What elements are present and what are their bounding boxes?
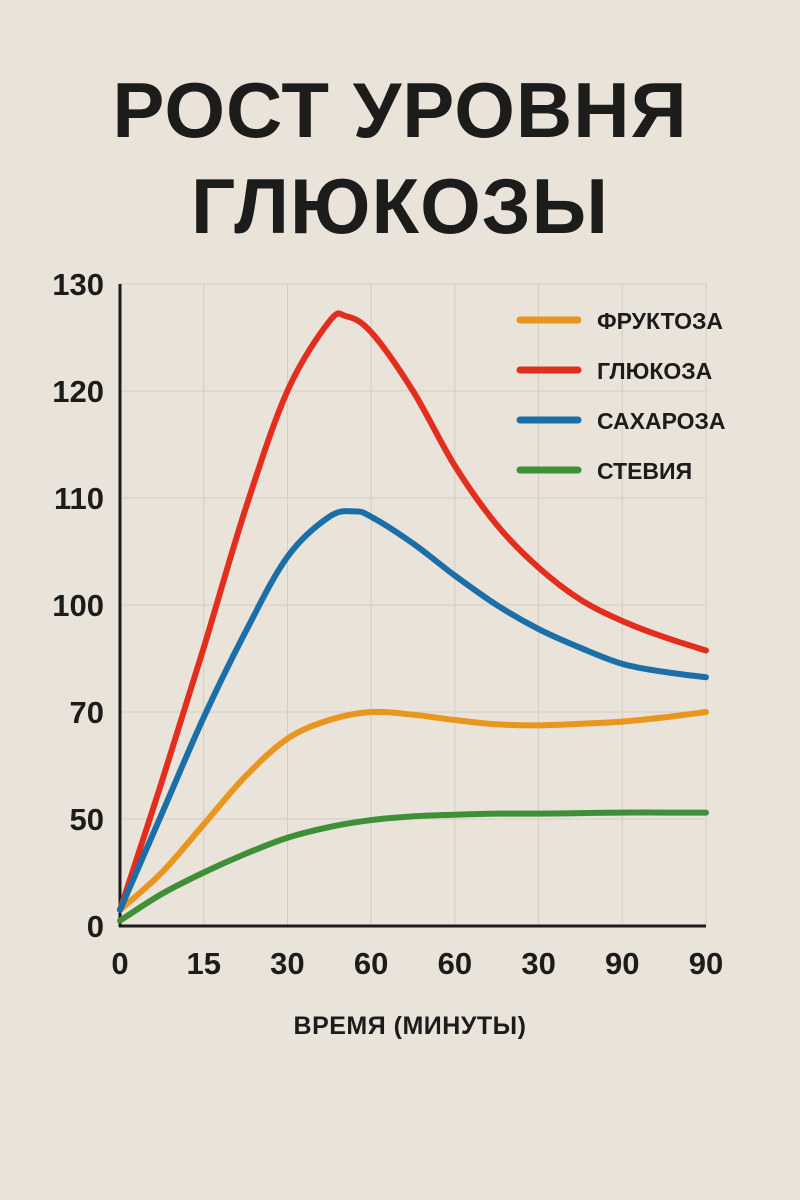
x-tick-label: 60: [354, 946, 388, 981]
legend-label: ГЛЮКОЗА: [597, 358, 712, 384]
legend: ФРУКТОЗА ГЛЮКОЗА САХАРОЗА СТЕВИЯ: [516, 308, 726, 484]
y-tick-label: 120: [52, 374, 104, 409]
y-tick-label: 130: [52, 267, 104, 302]
chart-title-line-1: РОСТ УРОВНЯ: [112, 66, 688, 154]
chart-title: РОСТ УРОВНЯ ГЛЮКОЗЫ: [0, 62, 800, 254]
chart-title-line-2: ГЛЮКОЗЫ: [191, 162, 609, 250]
y-tick-label: 50: [70, 802, 104, 837]
legend-label: СТЕВИЯ: [597, 458, 692, 484]
y-tick-label: 70: [70, 695, 104, 730]
series-line-1: [117, 708, 709, 913]
y-tick-labels: 0 50 70 100 110 120 130: [52, 267, 104, 944]
series-lines: [117, 310, 709, 924]
x-tick-label: 30: [521, 946, 555, 981]
y-tick-label: 110: [54, 481, 104, 516]
legend-label: ФРУКТОЗА: [597, 308, 723, 334]
series-line-2: [117, 310, 709, 913]
axes: [118, 284, 706, 928]
x-tick-labels: 0 15 30 60 60 30 90 90: [111, 946, 723, 981]
legend-label: САХАРОЗА: [597, 408, 726, 434]
y-tick-label: 0: [87, 909, 104, 944]
x-tick-label: 60: [438, 946, 472, 981]
series-line-3: [117, 508, 709, 913]
x-axis-label: ВРЕМЯ (МИНУТЫ): [294, 1012, 527, 1040]
x-tick-label: 90: [689, 946, 723, 981]
series-line-4: [117, 809, 709, 924]
y-tick-label: 100: [52, 588, 104, 623]
x-tick-label: 30: [270, 946, 304, 981]
x-tick-label: 15: [186, 946, 220, 981]
x-tick-label: 0: [111, 946, 128, 981]
x-tick-label: 90: [605, 946, 639, 981]
